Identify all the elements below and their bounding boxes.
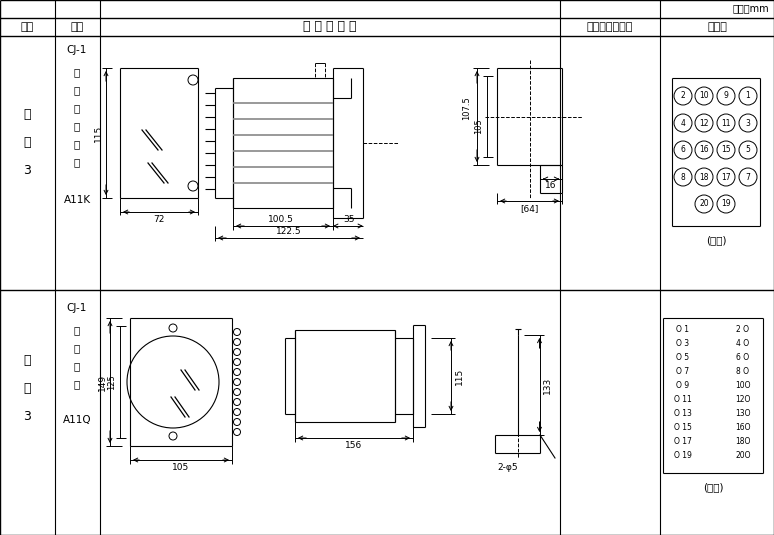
Text: 149: 149 (98, 373, 107, 391)
Text: 端子图: 端子图 (707, 22, 727, 32)
Text: O 3: O 3 (676, 340, 690, 348)
Text: 12: 12 (699, 118, 709, 127)
Text: O 13: O 13 (674, 409, 692, 418)
Text: 6 O: 6 O (736, 354, 749, 363)
Text: 外 形 尺 寸 图: 外 形 尺 寸 图 (303, 20, 357, 34)
Text: 35: 35 (343, 216, 354, 225)
Text: 2-φ5: 2-φ5 (497, 462, 518, 471)
Text: 1: 1 (745, 91, 750, 101)
Text: O 11: O 11 (674, 395, 692, 404)
Text: 11: 11 (721, 118, 731, 127)
Text: 6: 6 (680, 146, 686, 155)
Text: 13O: 13O (735, 409, 751, 418)
Text: O 1: O 1 (676, 325, 690, 334)
Text: 156: 156 (345, 441, 363, 450)
Text: 单位：mm: 单位：mm (732, 3, 769, 13)
Text: 2 O: 2 O (737, 325, 749, 334)
Text: 结构: 结构 (71, 22, 84, 32)
Text: 3: 3 (23, 164, 31, 178)
Text: CJ-1: CJ-1 (67, 303, 87, 313)
Text: A11Q: A11Q (63, 415, 91, 425)
Text: 入: 入 (74, 85, 80, 95)
Text: 5: 5 (745, 146, 751, 155)
Text: 12O: 12O (735, 395, 751, 404)
Text: O 19: O 19 (674, 452, 692, 461)
Text: 9: 9 (724, 91, 728, 101)
Text: 133: 133 (543, 377, 552, 394)
Text: 3: 3 (23, 409, 31, 423)
Text: 线: 线 (74, 379, 80, 389)
Text: 附: 附 (23, 109, 31, 121)
Text: O 7: O 7 (676, 368, 690, 377)
Text: 107.5: 107.5 (463, 97, 471, 120)
Text: 图: 图 (23, 136, 31, 149)
Text: O 9: O 9 (676, 381, 690, 391)
Text: 18O: 18O (735, 438, 751, 447)
Text: 122.5: 122.5 (276, 227, 302, 236)
Text: 接: 接 (74, 361, 80, 371)
Text: 式: 式 (74, 103, 80, 113)
Text: 18: 18 (699, 172, 709, 181)
Text: 附: 附 (23, 354, 31, 366)
Text: O 5: O 5 (676, 354, 690, 363)
Text: 125: 125 (108, 374, 117, 390)
Text: 接: 接 (74, 139, 80, 149)
Text: O 15: O 15 (674, 424, 692, 432)
Text: 72: 72 (153, 216, 165, 225)
Text: 115: 115 (454, 368, 464, 385)
Text: 7: 7 (745, 172, 751, 181)
Text: CJ-1: CJ-1 (67, 45, 87, 55)
Text: 8 O: 8 O (737, 368, 749, 377)
Text: O 17: O 17 (674, 438, 692, 447)
Text: 3: 3 (745, 118, 751, 127)
Text: 17: 17 (721, 172, 731, 181)
Text: 10: 10 (699, 91, 709, 101)
Text: 105: 105 (474, 119, 484, 134)
Text: 4 O: 4 O (736, 340, 749, 348)
Text: 16: 16 (699, 146, 709, 155)
Text: 后: 后 (74, 121, 80, 131)
Text: 图: 图 (23, 381, 31, 394)
Text: 安装开孔尺寸图: 安装开孔尺寸图 (587, 22, 633, 32)
Text: 10O: 10O (735, 381, 751, 391)
Text: 105: 105 (173, 463, 190, 472)
Text: 100.5: 100.5 (268, 216, 294, 225)
Text: (前视): (前视) (703, 482, 723, 492)
Text: 20O: 20O (735, 452, 751, 461)
Text: 16O: 16O (735, 424, 751, 432)
Text: 16: 16 (545, 180, 557, 189)
Text: 板: 板 (74, 325, 80, 335)
Text: 图号: 图号 (21, 22, 34, 32)
Text: [64]: [64] (520, 204, 539, 213)
Text: 4: 4 (680, 118, 686, 127)
Text: 115: 115 (94, 124, 102, 142)
Text: 2: 2 (680, 91, 685, 101)
Text: 嵌: 嵌 (74, 67, 80, 77)
Text: 前: 前 (74, 343, 80, 353)
Text: 线: 线 (74, 157, 80, 167)
Text: 15: 15 (721, 146, 731, 155)
Text: 20: 20 (699, 200, 709, 209)
Text: 19: 19 (721, 200, 731, 209)
Text: 8: 8 (680, 172, 685, 181)
Text: (背视): (背视) (706, 235, 726, 245)
Text: A11K: A11K (63, 195, 91, 205)
